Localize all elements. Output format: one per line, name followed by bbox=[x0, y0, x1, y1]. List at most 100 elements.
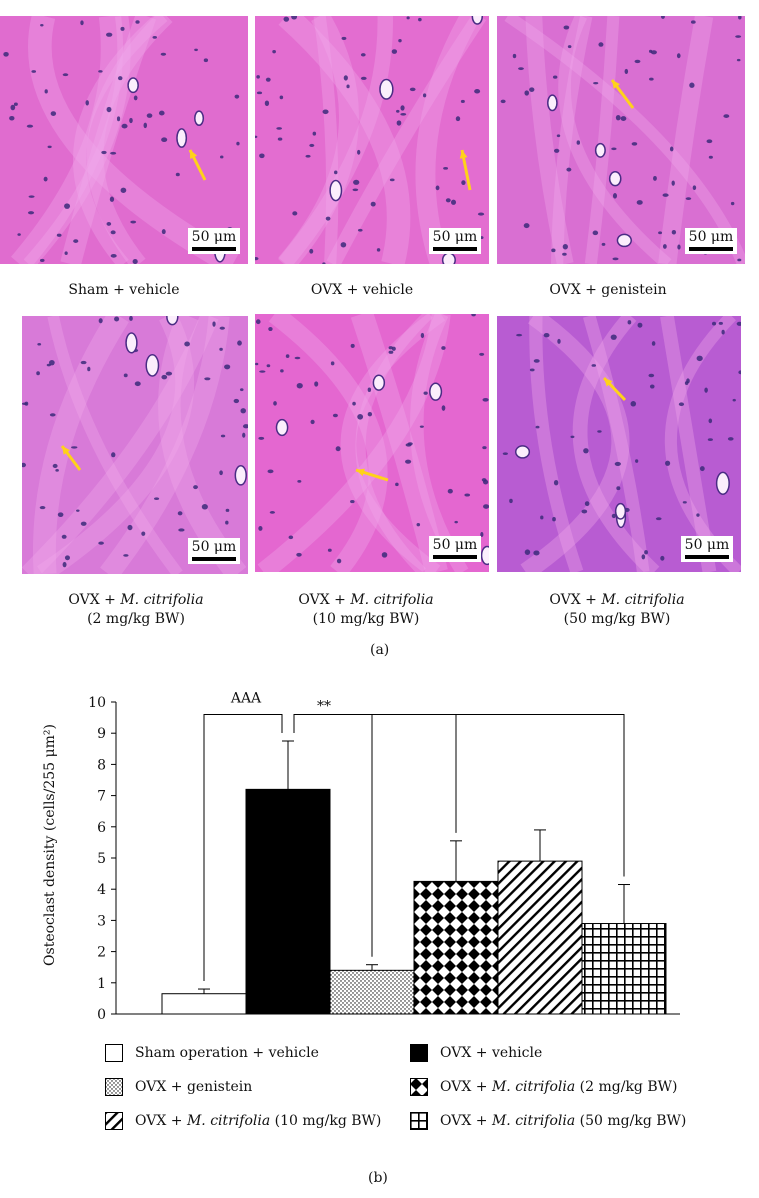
y-tick-label: 3 bbox=[97, 913, 106, 929]
scale-bar: 50 μm bbox=[188, 228, 240, 254]
panel-a-label: (a) bbox=[370, 642, 390, 658]
caption-species: M. citrifolia bbox=[120, 592, 204, 608]
legend-label: OVX + genistein bbox=[135, 1079, 252, 1095]
bar bbox=[581, 923, 667, 1015]
caption-ovx-vehicle: OVX + vehicle bbox=[310, 282, 414, 298]
legend-label: OVX + M. citrifolia (10 mg/kg BW) bbox=[135, 1113, 381, 1129]
caption-mcitrifolia-2: OVX + M. citrifolia (2 mg/kg BW) bbox=[16, 591, 256, 629]
scale-bar-label: 50 μm bbox=[191, 539, 237, 555]
caption-dose: (50 mg/kg BW) bbox=[563, 611, 671, 627]
micrograph-ovx-genistein: 50 μm bbox=[497, 16, 745, 264]
y-tick-label: 2 bbox=[97, 945, 106, 961]
scale-bar: 50 μm bbox=[429, 228, 481, 254]
legend-item: Sham operation + vehicle bbox=[105, 1044, 319, 1062]
legend-label: Sham operation + vehicle bbox=[135, 1045, 319, 1061]
y-tick-label: 8 bbox=[97, 757, 106, 773]
scale-bar-label: 50 μm bbox=[432, 229, 478, 245]
micrograph-sham-vehicle: 50 μm bbox=[0, 16, 248, 264]
scale-bar: 50 μm bbox=[685, 228, 737, 254]
legend-label-prefix: OVX + bbox=[440, 1079, 492, 1095]
bar bbox=[161, 993, 247, 1015]
legend-label-species: M. citrifolia bbox=[491, 1113, 576, 1129]
legend-item: OVX + genistein bbox=[105, 1078, 252, 1096]
caption-dose: (10 mg/kg BW) bbox=[312, 611, 420, 627]
legend-item: OVX + M. citrifolia (50 mg/kg BW) bbox=[410, 1112, 686, 1130]
legend-label-prefix: OVX + bbox=[135, 1113, 187, 1129]
bar bbox=[497, 860, 583, 1015]
bar bbox=[413, 880, 499, 1015]
legend-swatch bbox=[410, 1078, 428, 1096]
legend-label-prefix: OVX + genistein bbox=[135, 1079, 253, 1095]
scale-bar-label: 50 μm bbox=[432, 537, 478, 553]
legend-label-species: M. citrifolia bbox=[186, 1113, 271, 1129]
y-tick-label: 7 bbox=[97, 789, 106, 805]
micrograph-tissue bbox=[497, 316, 741, 572]
caption-sham-vehicle: Sham + vehicle bbox=[68, 282, 180, 298]
micrograph-tissue bbox=[255, 314, 489, 572]
micrograph-ovx-vehicle: 50 μm bbox=[255, 16, 489, 264]
y-tick-label: 6 bbox=[97, 820, 106, 836]
legend-label-dose: (2 mg/kg BW) bbox=[575, 1079, 678, 1095]
caption-dose: (2 mg/kg BW) bbox=[87, 611, 185, 627]
legend-label-prefix: OVX + bbox=[440, 1113, 492, 1129]
panel-a: 50 μm 50 μm 50 μm 50 μm 50 μm 50 μm Sham… bbox=[0, 16, 745, 658]
legend-label-prefix: OVX + vehicle bbox=[440, 1045, 543, 1061]
scale-bar: 50 μm bbox=[681, 536, 733, 562]
scale-bar-label: 50 μm bbox=[191, 229, 237, 245]
legend-swatch bbox=[105, 1078, 123, 1096]
y-tick-label: 5 bbox=[97, 851, 106, 867]
legend-swatch bbox=[410, 1044, 428, 1062]
micrograph-tissue bbox=[497, 16, 745, 264]
caption-prefix: OVX + bbox=[549, 592, 602, 608]
caption-prefix: OVX + bbox=[298, 592, 351, 608]
y-axis-label: Osteoclast density (cells/255 μm²) bbox=[42, 724, 58, 966]
scale-bar: 50 μm bbox=[429, 536, 481, 562]
legend-swatch bbox=[105, 1112, 123, 1130]
significance-bracket bbox=[293, 713, 625, 877]
legend-label-dose: (10 mg/kg BW) bbox=[270, 1113, 382, 1129]
scale-bar-label: 50 μm bbox=[688, 229, 734, 245]
y-tick-label: 1 bbox=[97, 976, 106, 992]
y-tick-label: 10 bbox=[88, 695, 106, 711]
bar bbox=[329, 969, 415, 1015]
caption-ovx-genistein: OVX + genistein bbox=[549, 282, 667, 298]
legend-item: OVX + vehicle bbox=[410, 1044, 542, 1062]
micrograph-mcitrifolia-2: 50 μm bbox=[22, 316, 248, 574]
caption-mcitrifolia-10: OVX + M. citrifolia (10 mg/kg BW) bbox=[246, 591, 486, 629]
y-tick-label: 4 bbox=[97, 882, 106, 898]
legend-item: OVX + M. citrifolia (10 mg/kg BW) bbox=[105, 1112, 381, 1130]
scale-bar-label: 50 μm bbox=[684, 537, 730, 553]
scale-bar-line bbox=[192, 247, 236, 251]
panel-b-label: (b) bbox=[368, 1170, 388, 1186]
scale-bar-line bbox=[689, 247, 733, 251]
y-tick-label: 0 bbox=[97, 1007, 106, 1023]
y-tick-label: 9 bbox=[97, 726, 106, 742]
legend-label-dose: (50 mg/kg BW) bbox=[575, 1113, 687, 1129]
legend-label: OVX + vehicle bbox=[440, 1045, 542, 1061]
scale-bar-line bbox=[433, 555, 477, 559]
legend-swatch bbox=[105, 1044, 123, 1062]
caption-prefix: OVX + bbox=[68, 592, 121, 608]
caption-species: M. citrifolia bbox=[350, 592, 434, 608]
caption-species: M. citrifolia bbox=[601, 592, 685, 608]
micrograph-mcitrifolia-50: 50 μm bbox=[497, 316, 741, 572]
bar bbox=[245, 788, 331, 1015]
micrograph-tissue bbox=[22, 316, 248, 574]
micrograph-mcitrifolia-10: 50 μm bbox=[255, 314, 489, 572]
significance-label: AAA bbox=[230, 690, 262, 706]
legend-label: OVX + M. citrifolia (50 mg/kg BW) bbox=[440, 1113, 686, 1129]
legend-item: OVX + M. citrifolia (2 mg/kg BW) bbox=[410, 1078, 677, 1096]
scale-bar-line bbox=[433, 247, 477, 251]
legend-label: OVX + M. citrifolia (2 mg/kg BW) bbox=[440, 1079, 677, 1095]
legend-label-prefix: Sham operation + vehicle bbox=[135, 1045, 319, 1061]
significance-label: ** bbox=[317, 698, 331, 714]
legend-swatch bbox=[410, 1112, 428, 1130]
scale-bar-line bbox=[685, 555, 729, 559]
scale-bar-line bbox=[192, 557, 236, 561]
significance-bracket bbox=[203, 713, 283, 982]
scale-bar: 50 μm bbox=[188, 538, 240, 564]
micrograph-tissue bbox=[0, 16, 248, 264]
osteoclast-bar-chart: 0 1 2 3 4 5 6 7 8 9 10 AAA ** Osteoclast density (c… bbox=[42, 690, 680, 1023]
legend-label-species: M. citrifolia bbox=[491, 1079, 576, 1095]
caption-mcitrifolia-50: OVX + M. citrifolia (50 mg/kg BW) bbox=[497, 591, 737, 629]
